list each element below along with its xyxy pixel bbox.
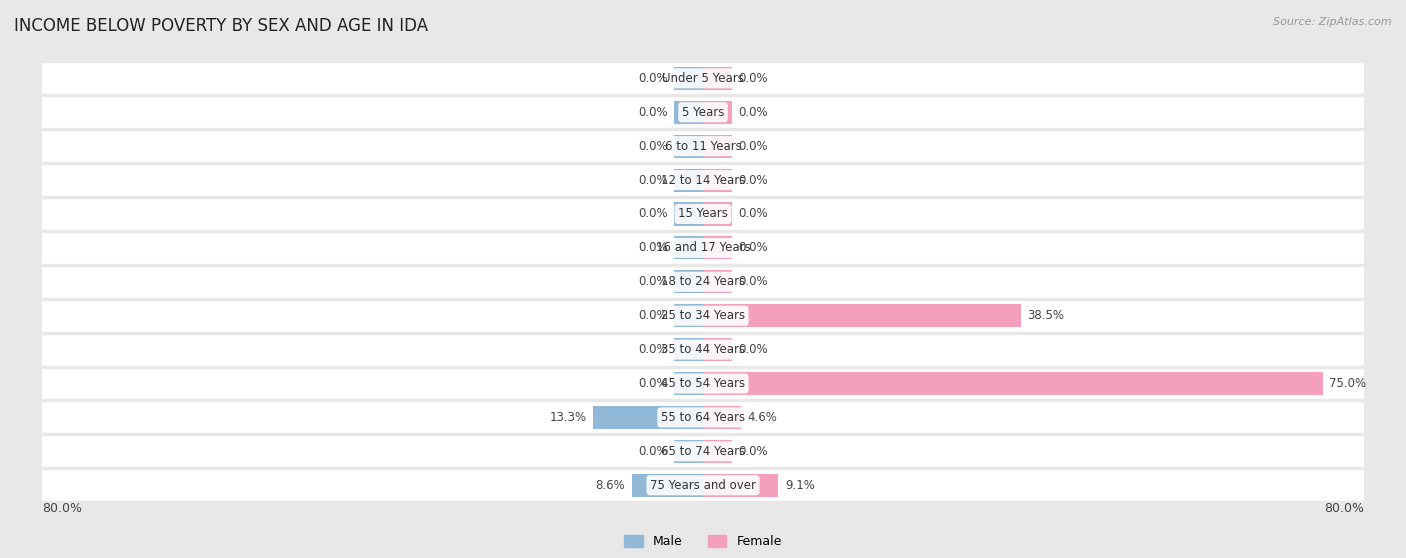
Text: 38.5%: 38.5% — [1028, 309, 1064, 322]
Bar — [673, 338, 703, 361]
Text: 0.0%: 0.0% — [638, 445, 668, 458]
Bar — [703, 67, 733, 90]
Text: 0.0%: 0.0% — [638, 275, 668, 288]
Text: 0.0%: 0.0% — [738, 72, 768, 85]
Text: 0.0%: 0.0% — [738, 140, 768, 153]
Bar — [593, 406, 703, 429]
Legend: Male, Female: Male, Female — [619, 530, 787, 553]
Text: 6 to 11 Years: 6 to 11 Years — [665, 140, 741, 153]
Text: 80.0%: 80.0% — [1324, 502, 1364, 515]
Text: 0.0%: 0.0% — [738, 343, 768, 356]
Bar — [42, 434, 1364, 468]
Text: 0.0%: 0.0% — [738, 208, 768, 220]
Text: 65 to 74 Years: 65 to 74 Years — [661, 445, 745, 458]
Bar — [673, 67, 703, 90]
Text: 0.0%: 0.0% — [738, 174, 768, 186]
Text: 0.0%: 0.0% — [738, 106, 768, 119]
Text: 0.0%: 0.0% — [738, 445, 768, 458]
Text: 16 and 17 Years: 16 and 17 Years — [655, 242, 751, 254]
Bar — [42, 95, 1364, 129]
Bar — [703, 406, 741, 429]
Bar — [42, 401, 1364, 434]
Text: Under 5 Years: Under 5 Years — [662, 72, 744, 85]
Bar — [42, 333, 1364, 367]
Bar — [42, 61, 1364, 95]
Bar — [42, 367, 1364, 401]
Text: 0.0%: 0.0% — [738, 275, 768, 288]
Bar — [42, 197, 1364, 231]
Text: 0.0%: 0.0% — [638, 309, 668, 322]
Text: 5 Years: 5 Years — [682, 106, 724, 119]
Text: 0.0%: 0.0% — [638, 140, 668, 153]
Bar — [703, 100, 733, 124]
Text: 0.0%: 0.0% — [638, 343, 668, 356]
Text: 55 to 64 Years: 55 to 64 Years — [661, 411, 745, 424]
Bar — [42, 163, 1364, 197]
Bar — [631, 474, 703, 497]
Text: 0.0%: 0.0% — [638, 72, 668, 85]
Text: 4.6%: 4.6% — [748, 411, 778, 424]
Bar — [703, 474, 778, 497]
Text: 75.0%: 75.0% — [1329, 377, 1367, 390]
Text: 25 to 34 Years: 25 to 34 Years — [661, 309, 745, 322]
Bar — [703, 270, 733, 294]
Text: 0.0%: 0.0% — [638, 208, 668, 220]
Text: 0.0%: 0.0% — [738, 242, 768, 254]
Text: Source: ZipAtlas.com: Source: ZipAtlas.com — [1274, 17, 1392, 27]
Bar — [42, 129, 1364, 163]
Text: 0.0%: 0.0% — [638, 106, 668, 119]
Text: 35 to 44 Years: 35 to 44 Years — [661, 343, 745, 356]
Bar — [673, 270, 703, 294]
Text: 80.0%: 80.0% — [42, 502, 82, 515]
Bar — [42, 468, 1364, 502]
Bar — [673, 100, 703, 124]
Text: 15 Years: 15 Years — [678, 208, 728, 220]
Text: 8.6%: 8.6% — [596, 479, 626, 492]
Bar — [673, 440, 703, 463]
Bar — [673, 372, 703, 395]
Bar — [673, 237, 703, 259]
Text: 0.0%: 0.0% — [638, 174, 668, 186]
Bar — [673, 169, 703, 191]
Text: 75 Years and over: 75 Years and over — [650, 479, 756, 492]
Bar — [703, 338, 733, 361]
Text: 18 to 24 Years: 18 to 24 Years — [661, 275, 745, 288]
Bar — [703, 440, 733, 463]
Text: 45 to 54 Years: 45 to 54 Years — [661, 377, 745, 390]
Text: 9.1%: 9.1% — [785, 479, 814, 492]
Text: 13.3%: 13.3% — [550, 411, 586, 424]
Text: 0.0%: 0.0% — [638, 377, 668, 390]
Bar — [703, 372, 1323, 395]
Text: 0.0%: 0.0% — [638, 242, 668, 254]
Bar — [703, 134, 733, 158]
Bar — [42, 231, 1364, 265]
Bar — [703, 203, 733, 225]
Text: 12 to 14 Years: 12 to 14 Years — [661, 174, 745, 186]
Bar — [703, 304, 1021, 327]
Bar — [673, 203, 703, 225]
Bar — [673, 134, 703, 158]
Text: INCOME BELOW POVERTY BY SEX AND AGE IN IDA: INCOME BELOW POVERTY BY SEX AND AGE IN I… — [14, 17, 429, 35]
Bar — [673, 304, 703, 327]
Bar — [703, 169, 733, 191]
Bar — [42, 265, 1364, 299]
Bar — [42, 299, 1364, 333]
Bar — [703, 237, 733, 259]
